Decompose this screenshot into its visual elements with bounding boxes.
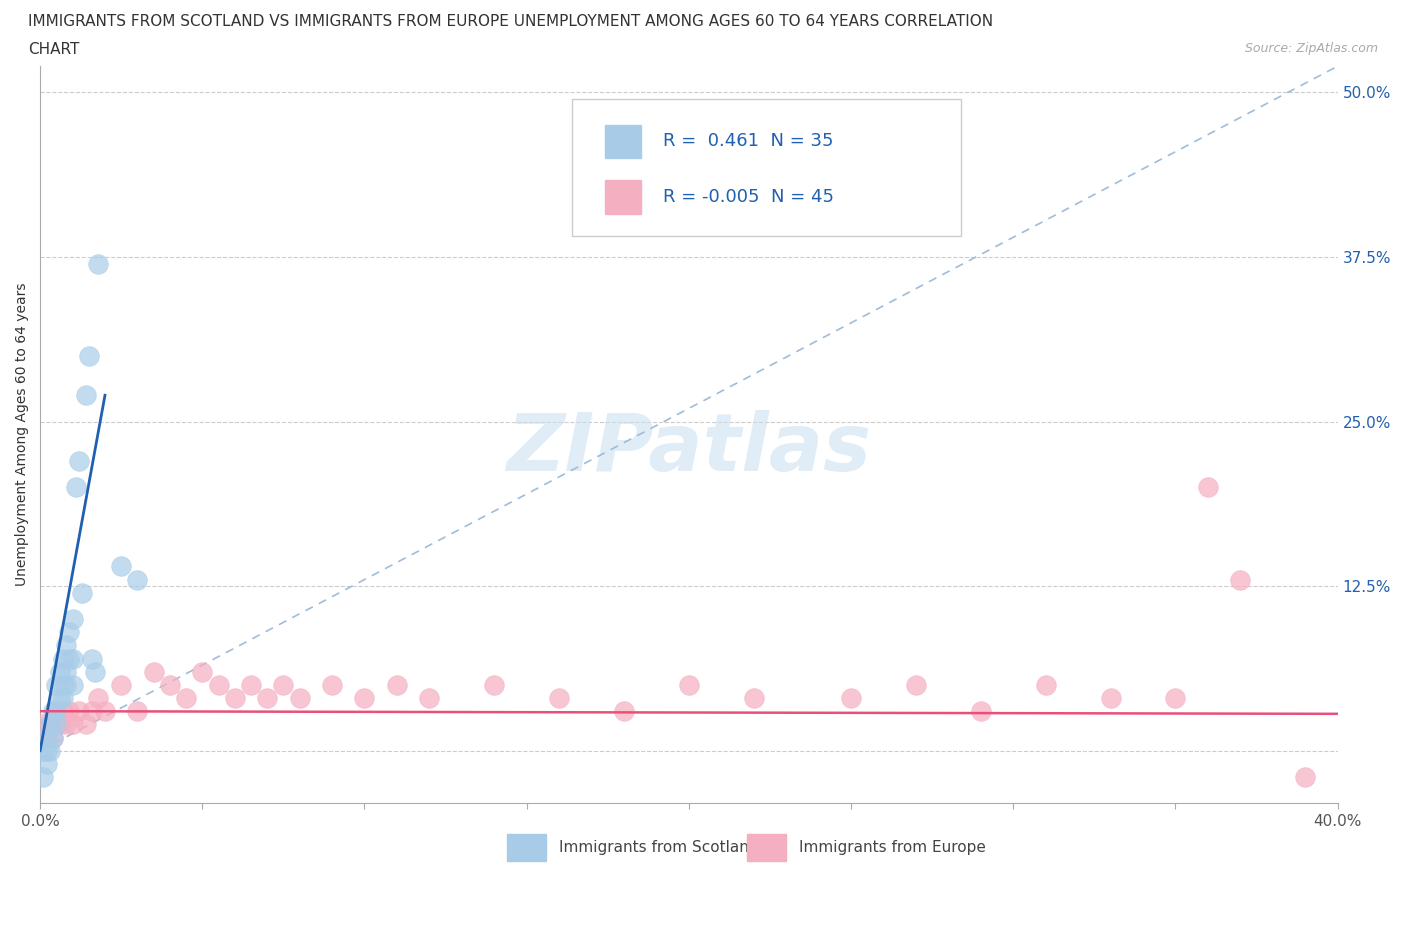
Point [224, 691, 246, 706]
Point [32, 717, 55, 732]
Text: R = -0.005  N = 45: R = -0.005 N = 45 [662, 188, 834, 206]
Point [87, 691, 110, 706]
Point [904, 677, 927, 692]
Point [38, 743, 60, 758]
Point [62, 717, 84, 732]
Point [75, 717, 97, 732]
Text: R =  0.461  N = 35: R = 0.461 N = 35 [662, 132, 834, 151]
Point [678, 677, 700, 692]
Point [35, 730, 58, 745]
Point [256, 691, 278, 706]
Point [127, 704, 149, 719]
Point [94, 704, 117, 719]
Bar [605, 126, 641, 158]
Point [62, 677, 84, 692]
Point [38, 717, 60, 732]
Point [55, 638, 77, 653]
Point [45, 677, 67, 692]
Bar [605, 180, 641, 214]
Point [110, 559, 132, 574]
Point [45, 704, 67, 719]
Point [35, 756, 58, 771]
Point [174, 691, 197, 706]
Point [42, 730, 65, 745]
Text: ZIPatlas: ZIPatlas [506, 410, 872, 488]
Bar [508, 834, 546, 861]
Point [159, 677, 181, 692]
Point [45, 717, 67, 732]
Point [52, 677, 75, 692]
Point [77, 349, 100, 364]
FancyBboxPatch shape [572, 100, 962, 235]
Point [742, 691, 765, 706]
Point [288, 691, 311, 706]
Point [62, 651, 84, 666]
Point [142, 664, 165, 679]
Point [48, 664, 70, 679]
Point [87, 256, 110, 271]
Text: Immigrants from Europe: Immigrants from Europe [799, 840, 986, 855]
Point [127, 572, 149, 587]
Point [52, 651, 75, 666]
Point [418, 691, 440, 706]
Point [1164, 691, 1187, 706]
Point [62, 612, 84, 627]
Point [55, 717, 77, 732]
Point [58, 625, 80, 640]
Point [1099, 691, 1122, 706]
Point [110, 677, 132, 692]
Point [52, 691, 75, 706]
Point [32, 770, 55, 785]
Point [58, 704, 80, 719]
Point [65, 480, 87, 495]
Text: Source: ZipAtlas.com: Source: ZipAtlas.com [1244, 42, 1378, 55]
Point [38, 717, 60, 732]
Point [52, 704, 75, 719]
Point [67, 704, 90, 719]
Point [75, 388, 97, 403]
Point [239, 677, 262, 692]
Y-axis label: Unemployment Among Ages 60 to 64 years: Unemployment Among Ages 60 to 64 years [15, 283, 30, 587]
Point [58, 651, 80, 666]
Point [1294, 770, 1316, 785]
Point [385, 677, 408, 692]
Text: IMMIGRANTS FROM SCOTLAND VS IMMIGRANTS FROM EUROPE UNEMPLOYMENT AMONG AGES 60 TO: IMMIGRANTS FROM SCOTLAND VS IMMIGRANTS F… [28, 14, 993, 29]
Point [48, 691, 70, 706]
Point [45, 704, 67, 719]
Point [42, 704, 65, 719]
Bar [747, 834, 786, 861]
Point [1035, 677, 1057, 692]
Point [548, 691, 571, 706]
Point [35, 730, 58, 745]
Point [353, 691, 375, 706]
Point [207, 677, 229, 692]
Point [84, 664, 107, 679]
Point [67, 454, 90, 469]
Text: CHART: CHART [28, 42, 80, 57]
Point [32, 743, 55, 758]
Point [42, 730, 65, 745]
Point [48, 717, 70, 732]
Point [1229, 572, 1251, 587]
Point [484, 677, 506, 692]
Point [191, 664, 214, 679]
Point [613, 704, 636, 719]
Point [35, 743, 58, 758]
Point [80, 704, 103, 719]
Point [839, 691, 862, 706]
Point [321, 677, 343, 692]
Point [273, 677, 295, 692]
Point [970, 704, 993, 719]
Point [1197, 480, 1219, 495]
Point [72, 585, 94, 600]
Point [55, 677, 77, 692]
Text: Immigrants from Scotland: Immigrants from Scotland [560, 840, 759, 855]
Point [55, 664, 77, 679]
Point [80, 651, 103, 666]
